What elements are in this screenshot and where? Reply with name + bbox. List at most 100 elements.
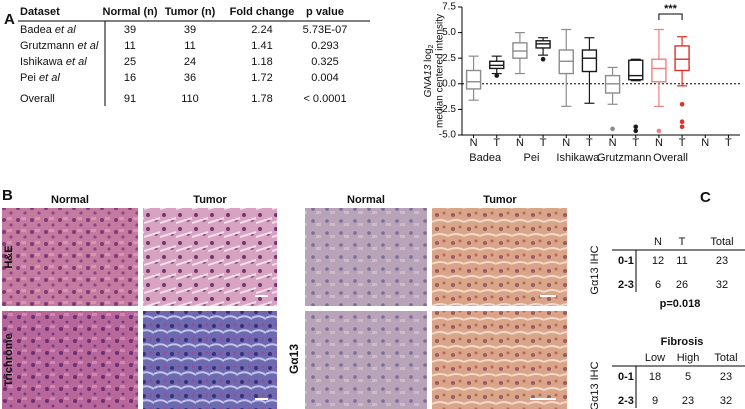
image bbox=[143, 311, 277, 409]
outlier bbox=[656, 128, 662, 134]
table-cell: < 0.0001 bbox=[303, 93, 346, 105]
column-header: Total bbox=[714, 352, 737, 364]
image bbox=[2, 208, 138, 306]
outlier bbox=[494, 73, 500, 78]
table-cell: 32 bbox=[716, 279, 728, 291]
table-cell: 5.73E-07 bbox=[303, 24, 348, 36]
x-tick-label: N bbox=[655, 137, 663, 149]
subscript: 2 bbox=[428, 44, 435, 48]
image bbox=[432, 311, 567, 409]
column-header: T bbox=[679, 236, 686, 248]
table-cell: 1.78 bbox=[251, 93, 272, 105]
table-header: Normal (n) bbox=[103, 6, 158, 18]
box bbox=[581, 49, 598, 73]
table-cell: 0.325 bbox=[311, 56, 339, 68]
y-tick-label: -5.0 bbox=[439, 130, 457, 141]
x-tick-label: T bbox=[725, 137, 732, 149]
outlier bbox=[679, 101, 685, 107]
p-value: p=0.018 bbox=[660, 298, 701, 310]
dataset-name: Badea et al bbox=[20, 24, 76, 36]
group-label: Overall bbox=[653, 152, 688, 164]
dataset-suffix: et al bbox=[66, 56, 87, 68]
table-cell: 24 bbox=[184, 56, 196, 68]
dataset: Grutzmann bbox=[20, 40, 74, 52]
dataset-name: Grutzmann et al bbox=[20, 40, 99, 52]
table-cell: 16 bbox=[124, 72, 136, 84]
x-tick-label: T bbox=[540, 137, 547, 149]
dataset-name: Pei et al bbox=[20, 72, 60, 84]
side-label: Gα13 IHC bbox=[589, 245, 601, 294]
row-label: Gα13 bbox=[287, 344, 301, 374]
panel-label: A bbox=[4, 11, 15, 28]
image bbox=[305, 311, 427, 409]
significance-label: *** bbox=[664, 3, 678, 15]
dataset-suffix: et al bbox=[39, 72, 60, 84]
row-label: H&E bbox=[3, 245, 15, 268]
table-cell: 23 bbox=[682, 395, 694, 407]
table-cell: 91 bbox=[124, 93, 136, 105]
row-label: Trichrome bbox=[3, 333, 15, 386]
group-label: Grutzmann bbox=[597, 152, 651, 164]
box bbox=[465, 69, 482, 90]
outlier bbox=[633, 128, 639, 134]
dataset-suffix: et al bbox=[77, 40, 98, 52]
table-header: Dataset bbox=[20, 6, 60, 18]
row-label: 2-3 bbox=[618, 395, 634, 407]
outlier bbox=[610, 126, 615, 132]
x-tick-label: N bbox=[470, 137, 478, 149]
dataset-name: Ishikawa et al bbox=[20, 56, 87, 68]
table-cell: 11 bbox=[124, 40, 135, 52]
panel-label: B bbox=[2, 187, 13, 204]
table-cell: 5 bbox=[685, 371, 691, 383]
gene: GNA13 bbox=[423, 64, 434, 97]
table-cell: 36 bbox=[184, 72, 196, 84]
column-header: N bbox=[654, 236, 662, 248]
column-header: Total bbox=[710, 236, 733, 248]
y-tick-label: 7.5 bbox=[442, 2, 456, 13]
table-cell: 1.41 bbox=[251, 40, 272, 52]
image bbox=[2, 311, 138, 409]
y-tick-label: 0.0 bbox=[442, 78, 456, 89]
y-tick-label: 2.5 bbox=[442, 53, 456, 64]
panel-label: C bbox=[700, 189, 711, 206]
dataset: Pei bbox=[20, 72, 36, 84]
table-cell: 0.293 bbox=[311, 40, 339, 52]
dataset-suffix: et al bbox=[55, 24, 76, 36]
box bbox=[674, 45, 690, 72]
row-label: 0-1 bbox=[618, 255, 634, 267]
dataset: Overall bbox=[20, 93, 55, 105]
image bbox=[305, 208, 427, 306]
table-cell: 23 bbox=[716, 255, 728, 267]
table-cell: 110 bbox=[181, 93, 199, 105]
table-cell: 6 bbox=[655, 279, 661, 291]
box bbox=[651, 58, 667, 83]
outlier bbox=[679, 124, 685, 130]
x-tick-label: T bbox=[493, 137, 500, 149]
table-cell: 11 bbox=[676, 255, 687, 267]
table-cell: 11 bbox=[184, 40, 195, 52]
table-header: Tumor (n) bbox=[165, 6, 216, 18]
dataset: Badea bbox=[20, 24, 53, 36]
table-cell: 39 bbox=[124, 24, 136, 36]
table-cell: 1.18 bbox=[251, 56, 272, 68]
outlier bbox=[633, 124, 639, 130]
x-tick-label: T bbox=[632, 137, 639, 149]
column-header: Low bbox=[645, 352, 665, 364]
x-tick-label: N bbox=[562, 137, 570, 149]
image bbox=[432, 208, 567, 306]
group-label: Ishikawa bbox=[556, 152, 600, 164]
y-tick-label: -2.5 bbox=[439, 104, 457, 115]
table-cell: 12 bbox=[652, 255, 664, 267]
column-header: High bbox=[677, 352, 700, 364]
table-title: Fibrosis bbox=[661, 336, 704, 348]
scale-bars bbox=[255, 295, 556, 400]
outlier bbox=[679, 119, 685, 124]
outlier bbox=[540, 56, 546, 62]
significance-bracket bbox=[658, 13, 683, 20]
table-cell: 2.24 bbox=[251, 24, 272, 36]
x-tick-label: N bbox=[609, 137, 617, 149]
side-label: Gα13 IHC bbox=[589, 361, 601, 409]
x-tick-label: N bbox=[516, 137, 524, 149]
dataset: Ishikawa bbox=[20, 56, 64, 68]
